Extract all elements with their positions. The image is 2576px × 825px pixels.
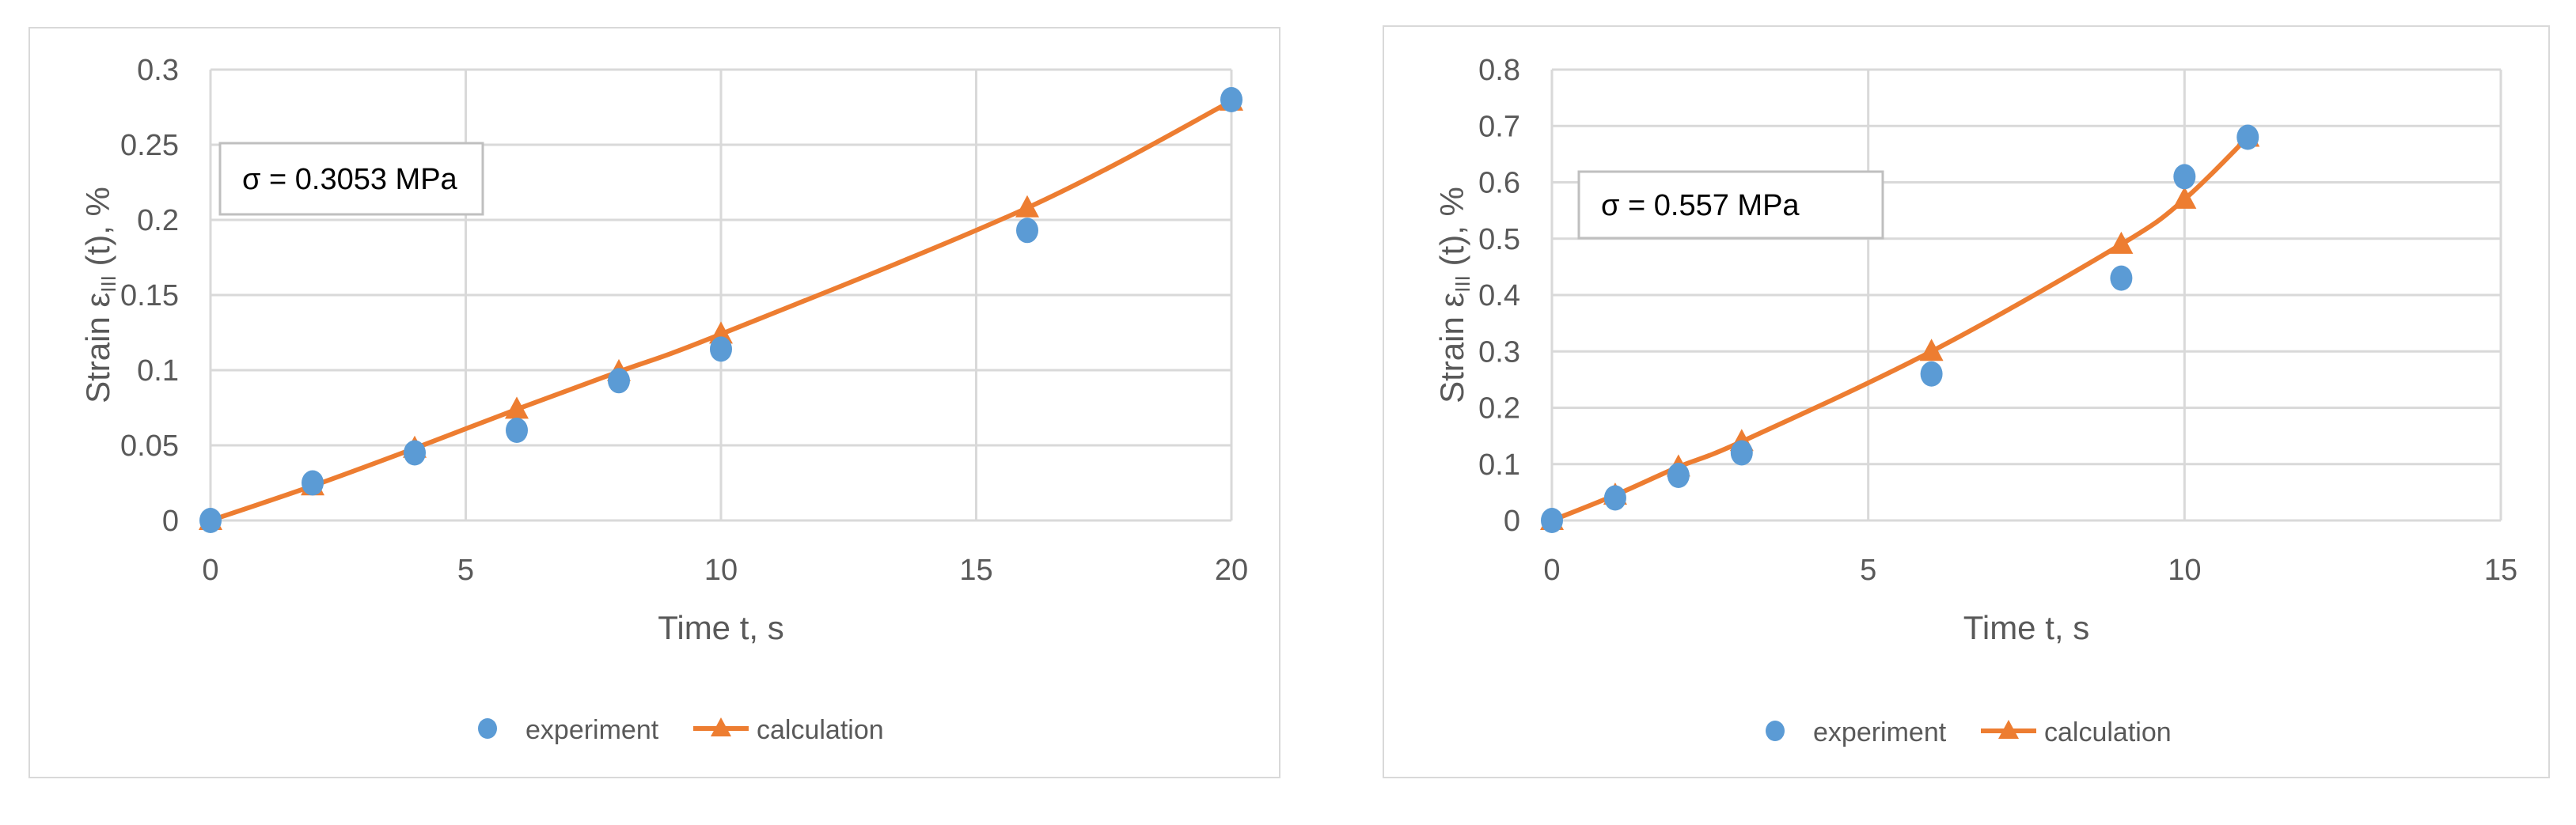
- y-tick-label: 0.3: [137, 54, 179, 87]
- y-axis-title-subscript: III: [97, 275, 120, 293]
- experiment-point: [506, 418, 528, 443]
- experiment-markers: [1541, 124, 2259, 533]
- x-tick-label: 5: [457, 554, 474, 587]
- y-tick-label: 0.4: [1478, 279, 1520, 312]
- legend-calculation-marker: [1998, 720, 2019, 739]
- x-tick-label: 20: [1215, 554, 1248, 587]
- calculation-line: [1550, 135, 2250, 523]
- annotation-box: [218, 142, 484, 216]
- x-tick-labels: 0 5 10 15 20: [202, 554, 1248, 587]
- y-axis-title: Strain εIII (t), %: [1433, 187, 1474, 403]
- y-tick-label: 0: [162, 505, 179, 538]
- x-tick-labels: 0 5 10 15: [1543, 554, 2517, 587]
- y-tick-labels: 0 0.05 0.1 0.15 0.2 0.25 0.3: [120, 54, 179, 538]
- x-tick-label: 15: [959, 554, 992, 587]
- legend-experiment-label: experiment: [525, 715, 659, 745]
- y-tick-label: 0.8: [1478, 54, 1520, 87]
- chart-panel-left: 0 0.05 0.1 0.15 0.2 0.25 0.3 0 5 10 15 20 Time t, s S…: [28, 27, 1280, 778]
- y-tick-label: 0.1: [1478, 448, 1520, 482]
- x-tick-label: 0: [1543, 554, 1560, 587]
- calculation-point: [2109, 231, 2134, 254]
- calculation-point: [1919, 339, 1944, 361]
- gridlines: [1550, 68, 2502, 522]
- calculation-point: [2172, 186, 2197, 209]
- y-axis-title-tail: (t), %: [79, 187, 116, 275]
- experiment-point: [1730, 440, 1753, 466]
- y-tick-label: 0: [1504, 505, 1520, 538]
- annotation-text: σ = 0.557 MPa: [1601, 189, 1800, 222]
- legend: experiment calculation: [478, 715, 884, 745]
- y-tick-label: 0.6: [1478, 167, 1520, 200]
- experiment-point: [404, 440, 426, 466]
- y-tick-label: 0.7: [1478, 110, 1520, 143]
- x-tick-label: 5: [1860, 554, 1876, 587]
- experiment-point: [1016, 218, 1038, 244]
- y-axis-title: Strain εIII (t), %: [79, 187, 120, 403]
- x-axis-title: Time t, s: [658, 609, 783, 646]
- calculation-point: [709, 321, 733, 344]
- y-tick-label: 0.3: [1478, 335, 1520, 369]
- legend-calculation-label: calculation: [2044, 717, 2172, 747]
- experiment-point: [2110, 265, 2133, 291]
- experiment-point: [302, 470, 324, 496]
- y-axis-title-subscript: III: [1451, 275, 1474, 293]
- y-tick-label: 0.25: [120, 129, 179, 162]
- y-tick-label: 0.1: [137, 354, 179, 388]
- annotation-text: σ = 0.3053 MPa: [242, 163, 458, 196]
- y-axis-title-main: Strain ε: [1433, 293, 1470, 403]
- y-tick-label: 0.2: [137, 204, 179, 237]
- experiment-point: [2236, 124, 2259, 150]
- calculation-point: [505, 396, 529, 419]
- y-axis-title-main: Strain ε: [79, 293, 116, 403]
- chart-right: 0 0.1 0.2 0.3 0.4 0.5 0.6 0.7 0.8 0 5 10 15 Time t, s…: [1433, 54, 2517, 747]
- experiment-point: [1603, 485, 1626, 511]
- y-tick-label: 0.05: [120, 430, 179, 463]
- chart-left: 0 0.05 0.1 0.15 0.2 0.25 0.3 0 5 10 15 20 Time t, s S…: [79, 54, 1248, 745]
- x-tick-label: 10: [704, 554, 738, 587]
- experiment-point: [199, 508, 222, 533]
- y-tick-label: 0.2: [1478, 392, 1520, 426]
- experiment-point: [1541, 508, 1563, 533]
- experiment-markers: [199, 87, 1242, 533]
- legend-experiment-marker: [478, 718, 497, 739]
- y-tick-label: 0.15: [120, 279, 179, 312]
- gridlines: [209, 68, 1233, 522]
- experiment-point: [1920, 361, 1943, 387]
- calculation-point: [1015, 195, 1039, 218]
- experiment-point: [2173, 164, 2196, 190]
- y-axis-title-tail: (t), %: [1433, 187, 1470, 275]
- legend-experiment-label: experiment: [1813, 717, 1947, 747]
- legend-experiment-marker: [1766, 721, 1785, 741]
- chart-panel-right: 0 0.1 0.2 0.3 0.4 0.5 0.6 0.7 0.8 0 5 10 15 Time t, s…: [1383, 25, 2550, 778]
- legend-calculation-label: calculation: [757, 715, 884, 745]
- y-tick-labels: 0 0.1 0.2 0.3 0.4 0.5 0.6 0.7 0.8: [1478, 54, 1520, 538]
- x-tick-label: 15: [2484, 554, 2517, 587]
- y-tick-label: 0.5: [1478, 223, 1520, 256]
- experiment-point: [1220, 87, 1242, 112]
- experiment-point: [710, 336, 732, 362]
- experiment-point: [608, 368, 630, 394]
- x-tick-label: 10: [2168, 554, 2201, 587]
- annotation-box: [1577, 170, 1884, 240]
- x-tick-label: 0: [202, 554, 218, 587]
- legend-calculation-marker: [711, 717, 731, 736]
- legend: experiment calculation: [1766, 717, 2172, 747]
- x-axis-title: Time t, s: [1963, 609, 2089, 646]
- experiment-point: [1667, 463, 1690, 488]
